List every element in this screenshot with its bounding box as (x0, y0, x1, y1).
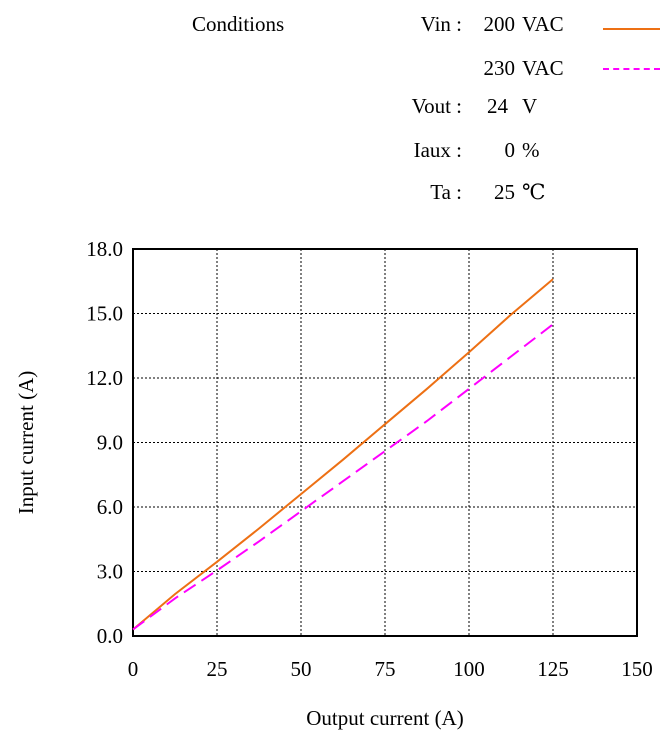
y-tick-label: 15.0 (86, 302, 123, 326)
ta-value: 25 (494, 180, 515, 204)
x-tick-label: 125 (537, 657, 569, 681)
x-tick-label: 0 (128, 657, 139, 681)
x-tick-label: 75 (375, 657, 396, 681)
y-tick-label: 12.0 (86, 366, 123, 390)
vin-unit-1: VAC (522, 12, 564, 36)
iaux-value: 0 (504, 138, 516, 162)
x-tick-label: 100 (453, 657, 485, 681)
vout-value: 24 (487, 94, 508, 118)
legend-line-200vac (603, 28, 660, 30)
y-tick-label: 0.0 (97, 624, 123, 648)
x-axis-label: Output current (A) (306, 706, 463, 730)
plot-frame (132, 248, 638, 637)
vout-label: Vout : (411, 94, 462, 118)
series-line-1 (132, 278, 554, 631)
vout-unit: V (522, 94, 538, 118)
y-tick-label: 3.0 (97, 560, 123, 584)
x-tick-label: 50 (291, 657, 312, 681)
conditions-heading: Conditions (192, 12, 285, 36)
x-tick-label: 25 (207, 657, 228, 681)
legend-line-230vac (603, 68, 660, 70)
y-tick-label: 6.0 (97, 495, 123, 519)
iaux-unit: % (522, 138, 540, 162)
y-axis-label: Input current (A) (14, 371, 38, 514)
vin-label: Vin : (420, 12, 462, 36)
tick-labels: 0 25 50 75 100 125 150 0.0 3.0 6.0 9.0 12.0 15.0 18.0 (86, 237, 653, 681)
series-line-2 (132, 323, 554, 631)
x-tick-label: 150 (621, 657, 653, 681)
vin-value-2: 230 (483, 56, 516, 80)
vin-unit-2: VAC (522, 56, 564, 80)
iaux-label: Iaux : (413, 138, 462, 162)
vin-value-1: 200 (483, 12, 516, 36)
series-layer (132, 278, 554, 631)
y-tick-label: 9.0 (97, 431, 123, 455)
y-tick-label: 18.0 (86, 237, 123, 261)
ta-unit: ℃ (522, 180, 546, 204)
grid-lines (133, 249, 637, 636)
ta-label: Ta : (430, 180, 462, 204)
